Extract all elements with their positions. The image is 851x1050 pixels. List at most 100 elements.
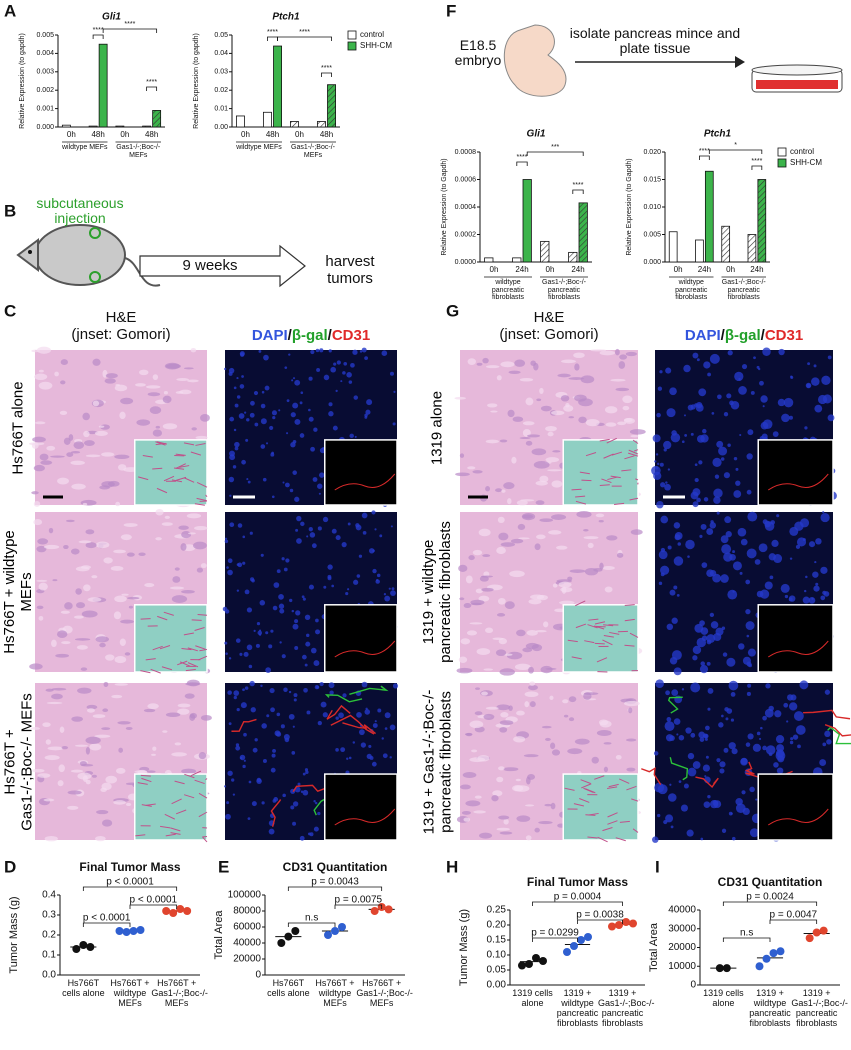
- fluor-vessel: [349, 685, 389, 695]
- fluor-nucleus: [687, 767, 697, 777]
- fluor-nucleus: [389, 724, 396, 731]
- fluor-vessel: [324, 694, 363, 703]
- he-cell: [85, 454, 101, 458]
- fluor-nucleus: [676, 594, 680, 597]
- fluor-nucleus: [718, 722, 724, 728]
- fluor-nucleus: [251, 801, 257, 807]
- fluor-nucleus: [338, 712, 344, 719]
- he-cell: [525, 440, 533, 446]
- y-tick-label: 60000: [233, 922, 261, 933]
- fluor-nucleus: [302, 654, 307, 660]
- he-cell: [91, 575, 98, 579]
- fluor-nucleus: [278, 603, 285, 609]
- y-tick-label: 0.10: [487, 950, 507, 961]
- he-cell: [529, 681, 536, 686]
- fluor-inset-vessel: [767, 808, 829, 826]
- he-cell: [85, 736, 101, 745]
- he-inset-fiber: [611, 451, 623, 456]
- he-cell: [563, 405, 574, 412]
- he-cell: [574, 738, 590, 745]
- y-axis-label: Tumor Mass (g): [458, 909, 470, 986]
- fluor-nucleus: [271, 495, 275, 499]
- fluor-nucleus: [747, 648, 756, 657]
- fluor-inset: [757, 773, 834, 841]
- he-cell: [180, 543, 187, 551]
- he-cell: [540, 665, 553, 674]
- fluor-nucleus: [229, 416, 235, 422]
- he-cell: [574, 363, 580, 371]
- fluor-nucleus: [664, 721, 675, 732]
- fluor-nucleus: [709, 612, 715, 618]
- fluor-nucleus: [747, 429, 754, 436]
- he-inset-fiber: [194, 627, 205, 631]
- fluor-nucleus: [669, 735, 675, 741]
- fluor-nucleus: [313, 826, 319, 832]
- fluor-nucleus: [660, 515, 669, 524]
- he-cell: [139, 369, 149, 376]
- he-inset-fiber: [624, 618, 635, 622]
- he-cell: [196, 567, 204, 573]
- he-cell: [496, 827, 510, 831]
- he-inset-fiber: [195, 443, 206, 446]
- fluor-nucleus: [349, 433, 354, 439]
- significance-label: p = 0.0038: [576, 910, 624, 921]
- fluor-nucleus: [698, 731, 706, 739]
- he-cell: [83, 440, 95, 446]
- fluor-nucleus: [225, 813, 231, 820]
- group-label: Gas1-/-;Boc-/- MEFs: [116, 144, 161, 159]
- he-cell: [460, 638, 471, 645]
- group-label: wildtype MEFs: [61, 144, 108, 151]
- significance-label: *: [734, 142, 737, 149]
- fluor-nucleus: [772, 431, 779, 438]
- he-cell: [503, 653, 513, 656]
- fluor-nucleus: [322, 712, 328, 718]
- he-cell: [525, 835, 532, 841]
- fluor-nucleus: [813, 364, 817, 368]
- fluor-nucleus: [272, 605, 278, 611]
- fluor-nucleus: [745, 621, 755, 631]
- fluor-inset: [324, 773, 398, 841]
- fluor-nucleus: [258, 349, 262, 353]
- y-axis-label: Relative Expression (to Gapdh): [626, 158, 633, 255]
- arrow: [139, 244, 306, 288]
- fluor-nucleus: [361, 512, 368, 519]
- he-cell: [500, 361, 515, 368]
- fluor-nucleus: [789, 740, 794, 745]
- fluor-nucleus: [822, 590, 827, 595]
- fluor-nucleus: [747, 733, 754, 740]
- significance-label: p < 0.0001: [106, 877, 154, 888]
- he-cell: [176, 378, 189, 381]
- he-inset-fiber: [175, 453, 186, 456]
- group-label: Gas1-/-;Boc-/- pancreatic fibroblasts: [721, 279, 766, 302]
- he-cell: [34, 373, 48, 381]
- he-cell: [541, 725, 552, 729]
- fluor-nucleus: [733, 490, 742, 498]
- fluor-nucleus: [735, 797, 743, 806]
- he-cell: [58, 764, 65, 773]
- he-cell: [528, 666, 534, 674]
- chart-title: CD31 Quantitation: [283, 860, 388, 874]
- significance-label: ****: [93, 27, 104, 34]
- fluor-nucleus: [286, 399, 290, 403]
- he-cell: [101, 452, 115, 457]
- bar: [289, 121, 299, 128]
- fluor-nucleus: [700, 837, 704, 841]
- he-cell: [512, 416, 524, 422]
- significance-bracket: [708, 149, 763, 154]
- he-inset-fiber: [631, 798, 639, 802]
- fluor-nucleus: [824, 689, 831, 695]
- fluor-nucleus: [316, 367, 321, 372]
- fluor-nucleus: [284, 366, 288, 370]
- data-point: [169, 909, 178, 917]
- fluor-nucleus: [291, 379, 294, 382]
- he-inset-fiber: [138, 476, 149, 481]
- he-cell: [499, 831, 513, 835]
- fluor-nucleus: [700, 523, 707, 530]
- he-cell: [619, 354, 628, 360]
- fluor-nucleus: [377, 708, 382, 713]
- he-cell: [38, 582, 48, 591]
- fluor-inset: [757, 439, 834, 506]
- y-tick-label: 0.000: [36, 124, 54, 131]
- x-tick-label: Hs766T cells alone: [62, 978, 105, 998]
- significance-label: p = 0.0075: [335, 895, 383, 906]
